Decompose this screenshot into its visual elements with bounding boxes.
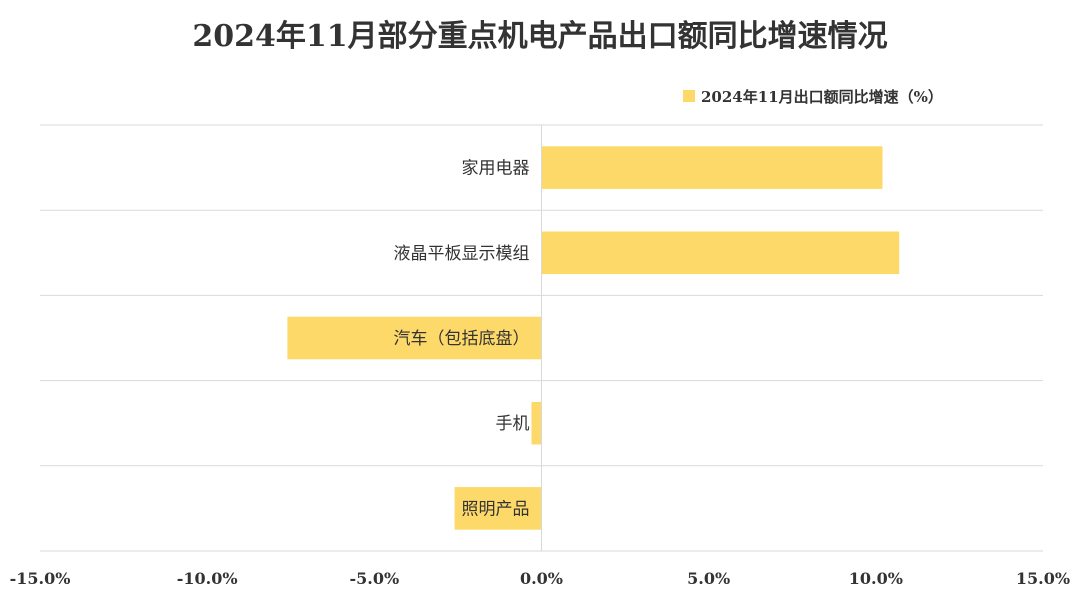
bar [531,401,542,445]
x-tick-label: 0.0% [520,569,563,588]
x-tick-label: 10.0% [849,569,903,588]
category-label: 家用电器 [462,159,530,179]
bar [541,231,900,275]
category-label: 手机 [496,414,530,434]
legend-swatch [683,90,695,102]
bars [287,146,900,530]
category-label: 汽车（包括底盘） [394,329,530,349]
category-label: 照明产品 [462,499,530,519]
legend: 2024年11月出口额同比增速（%） [683,88,943,106]
x-tick-label: 5.0% [687,569,730,588]
x-tick-label: 15.0% [1016,569,1070,588]
bar [287,316,542,360]
x-tick-label: -10.0% [177,569,238,588]
bar [541,146,883,189]
chart-title: 2024年11月部分重点机电产品出口额同比增速情况 [192,19,887,54]
category-label: 液晶平板显示模组 [394,244,530,264]
x-axis: -15.0% -10.0% -5.0% 0.0% 5.0% 10.0% 15.0% [10,125,1070,588]
x-tick-label: -15.0% [10,569,71,588]
legend-label: 2024年11月出口额同比增速（%） [701,88,943,106]
x-tick-label: -5.0% [349,569,399,588]
bar [454,487,542,530]
